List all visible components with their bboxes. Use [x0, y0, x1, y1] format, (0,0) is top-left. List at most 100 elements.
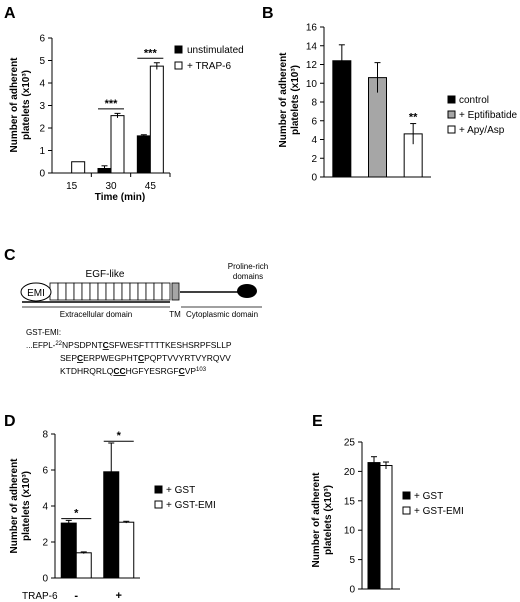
- panel-b-ytick-label-3: 6: [311, 116, 317, 127]
- panel-d-ytick-label-4: 8: [42, 430, 48, 441]
- panel-a-ytick-label-2: 2: [39, 124, 45, 135]
- panel-a-letter: A: [4, 5, 16, 22]
- panel-b-legend-apyasp: + Apy/Asp: [459, 125, 505, 136]
- sequence-line-3: KTDHRQRLQCCHGFYESRGFCVP103: [60, 366, 207, 376]
- sequence-line-1: ...EFPL-22NPSDPNTCSFWESFTTTTKESHSRPFSLLP: [26, 340, 232, 350]
- panel-a-ytick-label-5: 5: [39, 56, 45, 67]
- egf-repeats: [49, 282, 171, 301]
- emi-domain: [20, 282, 52, 302]
- panel-b: B Number of adherent platelets (x10³) 0 2…: [262, 5, 518, 184]
- panel-d-legend-gst: + GST: [166, 485, 195, 496]
- panel-e-bar-gst: [367, 462, 381, 590]
- proline-rich-label-line1: Proline-rich: [228, 262, 268, 271]
- panel-b-legend-eptifibatide: + Eptifibatide: [459, 110, 518, 121]
- panel-d-letter: D: [4, 413, 16, 430]
- egf-repeat-14: [153, 282, 163, 301]
- panel-b-ytick-label-1: 2: [311, 154, 317, 165]
- panel-c-letter: C: [4, 247, 16, 264]
- panel-a-legend-unstimulated: unstimulated: [187, 45, 244, 56]
- panel-a-ylabel-line1: Number of adherent: [9, 57, 20, 153]
- cytoplasmic-label: Cytoplasmic domain: [186, 310, 258, 319]
- panel-a-sig-label-0: ***: [105, 98, 119, 110]
- panel-a: A Number of adherent platelets (x10³) 0 1…: [4, 5, 244, 203]
- panel-e-ylabel-line1: Number of adherent: [311, 472, 322, 568]
- panel-d-legend-swatch-gst-emi: [154, 500, 163, 509]
- panel-d-legend-swatch-gst: [154, 485, 163, 494]
- panel-e-ytick-label-2: 10: [344, 526, 356, 537]
- egf-repeat-8: [105, 282, 115, 301]
- panel-b-letter: B: [262, 5, 274, 22]
- panel-a-xtick-label-1: 30: [105, 181, 117, 192]
- panel-b-ylabel-line1: Number of adherent: [278, 52, 289, 148]
- proline-rich-label-line2: domains: [233, 272, 263, 281]
- panel-b-ytick-label-2: 4: [311, 135, 317, 146]
- panel-a-legend-trap6: + TRAP-6: [187, 61, 231, 72]
- panel-d-sig-label-0: *: [74, 508, 79, 520]
- panel-a-xtick-label-2: 45: [145, 181, 157, 192]
- panel-e-ytick-label-1: 5: [349, 555, 355, 566]
- panel-a-legend-swatch-trap6: [174, 61, 183, 70]
- panel-d-ylabel-line2: platelets (x10³): [21, 471, 32, 541]
- panel-d-xtick-label-1: +: [116, 590, 122, 602]
- panel-e: E Number of adherent platelets (x10³) 0 5…: [311, 413, 464, 596]
- panel-d-category-title: TRAP-6: [22, 591, 58, 602]
- egf-repeat-7: [97, 282, 107, 301]
- panel-e-ytick-label-5: 25: [344, 438, 356, 449]
- panel-d-ytick-label-1: 2: [42, 538, 48, 549]
- panel-a-xlabel: Time (min): [95, 192, 145, 203]
- panel-b-ytick-label-0: 0: [311, 173, 317, 184]
- panel-a-ytick-label-1: 1: [39, 146, 45, 157]
- panel-c-diagram: C EGF-like Proline-rich domains EMI Extr…: [4, 247, 268, 376]
- panel-e-legend-swatch-gst-emi: [402, 506, 411, 515]
- panel-b-legend-swatch-control: [447, 95, 456, 104]
- egf-repeat-10: [121, 282, 131, 301]
- egf-repeat-11: [129, 282, 139, 301]
- panel-d-bar-gst-emi-0: [75, 552, 92, 579]
- panel-e-legend-swatch-gst: [402, 491, 411, 500]
- panel-b-ytick-label-6: 12: [306, 60, 318, 71]
- panel-e-ytick-label-3: 15: [344, 496, 356, 507]
- egf-repeat-2: [57, 282, 67, 301]
- panel-d-xtick-label-0: -: [74, 590, 78, 602]
- panel-d-sig-label-1: *: [117, 430, 122, 442]
- extracellular-label: Extracellular domain: [60, 310, 132, 319]
- panel-a-ytick-label-4: 4: [39, 79, 45, 90]
- panel-b-ylabel-line2: platelets (x10³): [290, 65, 301, 135]
- sequence-line-2: SEPCERPWEGPHTCPQPTVVYRTVYRQVV: [60, 353, 231, 363]
- egf-repeat-15: [161, 282, 171, 301]
- panel-d-ytick-label-0: 0: [42, 574, 48, 585]
- panel-d-ytick-label-2: 4: [42, 502, 48, 513]
- panel-a-ytick-label-3: 3: [39, 101, 45, 112]
- panel-a-xtick-label-0: 15: [66, 181, 78, 192]
- panel-e-legend-gst-emi: + GST-EMI: [414, 506, 464, 517]
- panel-d-bar-gst-0: [60, 522, 77, 579]
- tm-domain: [171, 282, 180, 301]
- egf-repeat-6: [89, 282, 99, 301]
- panel-e-ytick-label-0: 0: [349, 585, 355, 596]
- egf-repeat-13: [145, 282, 155, 301]
- panel-a-bar-trap6-15: [71, 161, 86, 174]
- panel-b-ytick-label-4: 8: [311, 98, 317, 109]
- egf-repeat-3: [65, 282, 75, 301]
- panel-b-legend-swatch-eptifibatide: [447, 110, 456, 119]
- panel-b-legend-control: control: [459, 95, 489, 106]
- egf-repeat-9: [113, 282, 123, 301]
- egf-repeat-4: [73, 282, 83, 301]
- panel-a-legend-swatch-unstimulated: [174, 45, 183, 54]
- panel-a-bar-unstimulated-45: [136, 135, 151, 174]
- panel-b-ytick-label-7: 14: [306, 41, 318, 52]
- panel-e-bar-gst-emi: [379, 465, 393, 590]
- panel-d-legend-gst-emi: + GST-EMI: [166, 500, 216, 511]
- panel-a-ytick-label-0: 0: [39, 169, 45, 180]
- panel-d-ytick-label-3: 6: [42, 466, 48, 477]
- panel-e-letter: E: [312, 413, 323, 430]
- panel-b-bar-0: [332, 60, 352, 178]
- proline-rich-domain: [237, 284, 257, 298]
- panel-a-ytick-label-6: 6: [39, 34, 45, 45]
- panel-a-ylabel-line2: platelets (x10³): [21, 70, 32, 140]
- tm-label: TM: [169, 310, 181, 319]
- gst-emi-title: GST-EMI:: [26, 328, 61, 337]
- egf-like-label: EGF-like: [86, 269, 125, 280]
- panel-d-bar-gst-emi-1: [118, 521, 135, 579]
